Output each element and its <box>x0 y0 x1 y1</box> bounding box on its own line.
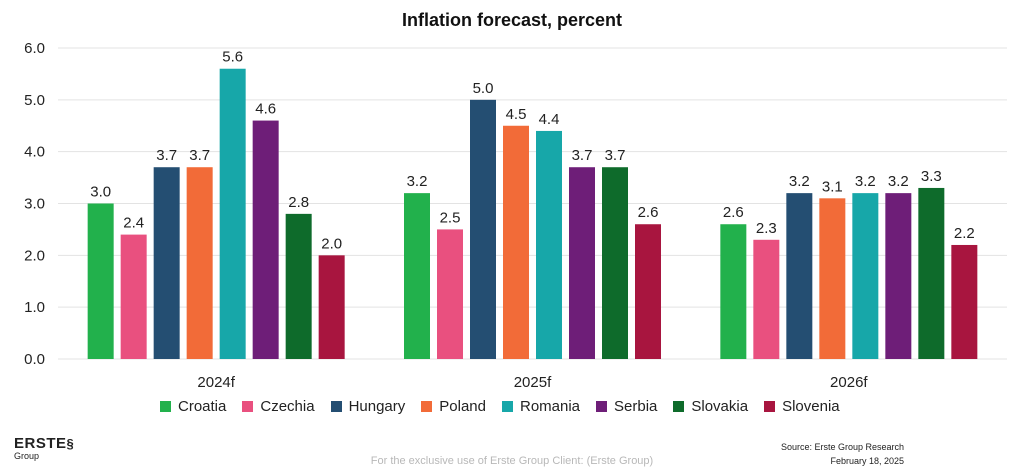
x-axis-ticks: 2024f 2025f 2026f <box>197 374 868 391</box>
legend-label: Croatia <box>178 398 227 415</box>
legend-swatch <box>501 401 513 412</box>
data-label: 3.2 <box>888 173 909 190</box>
legend-label: Slovenia <box>782 398 840 415</box>
bar-serbia-2025f <box>569 167 595 359</box>
data-label: 3.7 <box>156 147 177 164</box>
legend-swatch <box>421 401 433 412</box>
bar-hungary-2025f <box>470 99 496 359</box>
data-label: 3.7 <box>189 147 210 164</box>
legend-swatch <box>764 401 776 412</box>
bar-romania-2026f <box>852 193 879 359</box>
bar-croatia-2024f <box>87 203 114 359</box>
data-label: 3.0 <box>90 184 111 201</box>
bar-slovenia-2025f <box>635 224 661 359</box>
data-label: 2.8 <box>288 194 309 211</box>
logo-sub-text: Group <box>14 451 40 461</box>
data-label: 2.0 <box>321 235 342 252</box>
y-tick-label: 0.0 <box>24 351 45 368</box>
legend-item-czechia: Czechia <box>242 398 315 415</box>
y-tick-label: 2.0 <box>24 247 45 264</box>
legend-label: Czechia <box>260 398 315 415</box>
data-label: 2.5 <box>440 209 461 226</box>
data-label: 2.3 <box>756 220 777 237</box>
y-tick-label: 4.0 <box>24 144 45 161</box>
logo-s-mark: § <box>66 436 75 451</box>
data-label: 2.4 <box>123 215 144 232</box>
logo-main-text: ERSTE <box>14 435 67 452</box>
legend-label: Slovakia <box>691 398 749 415</box>
legend: Croatia Czechia Hungary Poland Romania Serbia… <box>160 398 856 415</box>
bar-poland-2024f <box>186 167 213 359</box>
legend-item-romania: Romania <box>501 398 581 415</box>
data-label: 2.2 <box>954 225 975 242</box>
bar-poland-2026f <box>819 198 846 359</box>
erste-logo: ERSTE§ Group <box>14 436 74 461</box>
legend-swatch <box>160 401 171 412</box>
legend-label: Poland <box>439 398 486 415</box>
legend-swatch <box>596 401 608 412</box>
source-block: Source: Erste Group Research February 18… <box>781 440 904 468</box>
data-label: 2.6 <box>723 204 744 221</box>
y-tick-label: 6.0 <box>24 40 45 57</box>
bars: 3.0 2.4 3.7 3.7 5.6 4.6 2.8 2.0 3.2 2.5 5.0 4.5 4.4 3… <box>87 49 978 359</box>
chart-title: Inflation forecast, percent <box>402 10 622 30</box>
source-date: February 18, 2025 <box>830 456 904 466</box>
bar-hungary-2026f <box>786 193 813 359</box>
bar-hungary-2024f <box>153 167 180 359</box>
y-tick-label: 1.0 <box>24 299 45 316</box>
legend-item-serbia: Serbia <box>596 398 657 415</box>
data-label: 5.6 <box>222 49 243 66</box>
bar-czechia-2025f <box>437 229 463 359</box>
legend-item-croatia: Croatia <box>160 398 226 415</box>
y-tick-label: 5.0 <box>24 92 45 109</box>
data-label: 3.7 <box>605 147 626 164</box>
data-label: 3.2 <box>855 173 876 190</box>
bar-slovakia-2025f <box>602 167 628 359</box>
legend-swatch <box>330 401 342 412</box>
bar-serbia-2024f <box>252 120 279 359</box>
data-label: 3.2 <box>407 173 428 190</box>
data-label: 4.5 <box>506 106 527 123</box>
bar-romania-2024f <box>219 68 246 359</box>
chart: Inflation forecast, percent 0.01.02.03.0… <box>24 10 1007 391</box>
grid <box>58 47 1007 360</box>
bar-croatia-2025f <box>404 193 430 359</box>
bar-slovenia-2024f <box>318 255 345 359</box>
data-label: 3.7 <box>572 147 593 164</box>
legend-label: Hungary <box>348 398 406 415</box>
bar-slovenia-2026f <box>951 244 978 359</box>
x-tick-label: 2026f <box>830 374 868 391</box>
legend-swatch <box>242 401 254 412</box>
data-label: 3.2 <box>789 173 810 190</box>
legend-item-slovenia: Slovenia <box>764 398 840 415</box>
source-text: Source: Erste Group Research <box>780 442 904 452</box>
bar-poland-2025f <box>503 125 529 359</box>
bar-croatia-2026f <box>720 224 747 359</box>
legend-label: Serbia <box>614 398 658 415</box>
bar-slovakia-2024f <box>285 213 312 359</box>
footer-note: For the exclusive use of Erste Group Cli… <box>370 455 654 467</box>
x-tick-label: 2024f <box>197 374 235 391</box>
legend-item-slovakia: Slovakia <box>673 398 748 415</box>
data-label: 2.6 <box>638 204 659 221</box>
legend-label: Romania <box>519 398 581 415</box>
bar-serbia-2026f <box>885 193 912 359</box>
data-label: 3.3 <box>921 168 942 185</box>
data-label: 4.4 <box>539 111 560 128</box>
bar-czechia-2024f <box>120 234 147 359</box>
legend-swatch <box>673 401 685 412</box>
data-label: 3.1 <box>822 178 843 195</box>
y-axis-ticks: 0.0 1.0 2.0 3.0 4.0 5.0 6.0 <box>24 40 45 368</box>
data-label: 4.6 <box>255 101 276 118</box>
bar-slovakia-2026f <box>918 187 945 359</box>
bar-czechia-2026f <box>753 239 780 359</box>
data-label: 5.0 <box>473 80 494 97</box>
bar-romania-2025f <box>536 130 562 359</box>
x-tick-label: 2025f <box>514 374 552 391</box>
y-tick-label: 3.0 <box>24 196 45 213</box>
legend-item-poland: Poland <box>421 398 486 415</box>
legend-item-hungary: Hungary <box>330 398 406 415</box>
